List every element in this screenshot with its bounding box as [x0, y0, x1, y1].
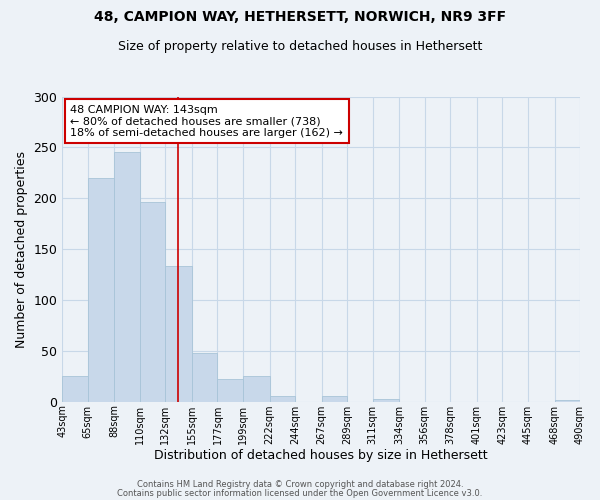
Bar: [192, 353, 217, 402]
Bar: [554, 400, 580, 402]
Text: Contains public sector information licensed under the Open Government Licence v3: Contains public sector information licen…: [118, 488, 482, 498]
Text: Size of property relative to detached houses in Hethersett: Size of property relative to detached ho…: [118, 40, 482, 53]
Bar: [269, 396, 295, 402]
Text: 48 CAMPION WAY: 143sqm
← 80% of detached houses are smaller (738)
18% of semi-de: 48 CAMPION WAY: 143sqm ← 80% of detached…: [70, 104, 343, 138]
X-axis label: Distribution of detached houses by size in Hethersett: Distribution of detached houses by size …: [154, 450, 488, 462]
Bar: [88, 178, 115, 402]
Text: Contains HM Land Registry data © Crown copyright and database right 2024.: Contains HM Land Registry data © Crown c…: [137, 480, 463, 489]
Y-axis label: Number of detached properties: Number of detached properties: [15, 150, 28, 348]
Bar: [115, 152, 140, 402]
Bar: [166, 266, 192, 402]
Bar: [140, 202, 166, 402]
Bar: [322, 396, 347, 402]
Bar: [243, 376, 269, 402]
Bar: [217, 380, 243, 402]
Bar: [62, 376, 88, 402]
Bar: [373, 398, 400, 402]
Text: 48, CAMPION WAY, HETHERSETT, NORWICH, NR9 3FF: 48, CAMPION WAY, HETHERSETT, NORWICH, NR…: [94, 10, 506, 24]
